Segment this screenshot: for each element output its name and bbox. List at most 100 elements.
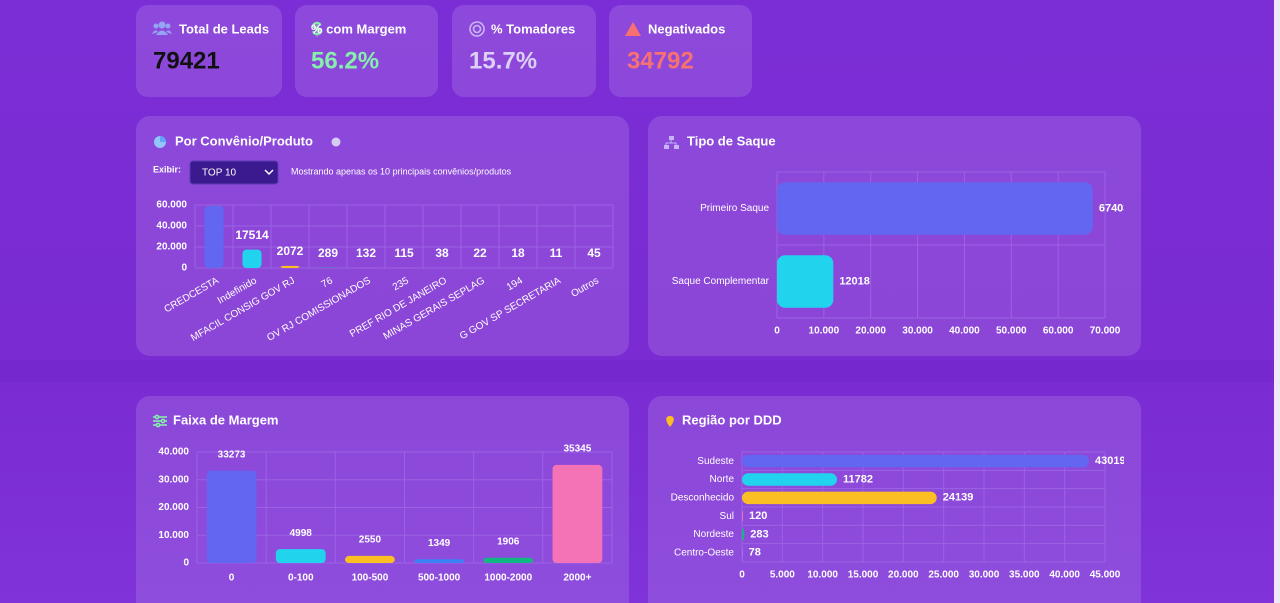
target-icon	[469, 21, 485, 37]
x-tick-label: 10.000	[809, 326, 840, 337]
kpi-value: 79421	[153, 47, 220, 74]
bar	[742, 454, 1090, 468]
data-label: 115	[394, 246, 414, 260]
y-tick-label: 0	[183, 558, 189, 569]
bar	[204, 205, 224, 268]
filter-label: Exibir:	[153, 164, 181, 174]
chart-card	[648, 116, 1141, 356]
x-tick-label: 1000-2000	[484, 573, 532, 584]
y-tick-label: 60.000	[156, 200, 187, 211]
chart-title: Tipo de Saque	[687, 133, 776, 148]
kpi-label: % com Margem	[311, 21, 406, 36]
map-pin-icon	[666, 416, 674, 427]
pie-icon	[154, 136, 166, 148]
bar	[242, 249, 262, 268]
x-tick-label: 0	[229, 573, 235, 584]
data-label: 24139	[943, 492, 974, 504]
bar	[742, 509, 743, 523]
bar	[742, 491, 937, 505]
x-tick-label: 30.000	[902, 326, 933, 337]
chart-title: Região por DDD	[682, 412, 782, 427]
data-label: 283	[750, 528, 768, 540]
bar	[742, 473, 838, 486]
data-label: 2550	[359, 535, 382, 546]
kpi-cards	[136, 5, 752, 97]
bar	[414, 559, 464, 563]
data-label: 43019	[1095, 455, 1126, 467]
sitemap-icon	[664, 136, 679, 149]
chart-icons	[153, 136, 679, 428]
x-tick-label: 15.000	[848, 570, 879, 581]
data-label: 33273	[218, 449, 246, 460]
data-label: 11782	[843, 473, 873, 485]
kpi-card	[609, 5, 752, 97]
chart-title: Por Convênio/Produto	[175, 133, 313, 148]
info-icon	[331, 137, 341, 147]
section-divider	[0, 360, 1280, 382]
data-label: 17514	[235, 228, 269, 242]
kpi-icons: $	[152, 19, 641, 39]
data-label: 120	[749, 510, 767, 522]
kpi-value: 56.2%	[311, 47, 379, 74]
bar	[777, 255, 834, 308]
x-tick-label: 45.000	[1090, 570, 1121, 581]
bar	[742, 546, 743, 560]
data-label: 2072	[277, 244, 304, 258]
x-tick-label: 5.000	[770, 570, 795, 581]
data-label: 132	[356, 246, 376, 260]
y-tick-label: 40.000	[158, 447, 189, 458]
bar	[206, 470, 257, 563]
x-tick-label: 30.000	[969, 570, 1000, 581]
data-label: 78	[749, 547, 761, 559]
data-label: 11	[550, 246, 563, 260]
dollar-icon: $	[312, 19, 322, 39]
y-tick-label: 0	[181, 263, 187, 274]
kpi-label: % Tomadores	[491, 21, 575, 36]
x-tick-label: 50.000	[996, 326, 1027, 337]
filter-note: Mostrando apenas os 10 principais convên…	[291, 166, 512, 176]
kpi-card	[452, 5, 596, 97]
x-tick-label: 0-100	[288, 573, 314, 584]
filter-select[interactable]	[189, 160, 279, 185]
x-tick-label: 100-500	[352, 573, 389, 584]
y-tick-label: Saque Complementar	[672, 276, 770, 287]
data-label: 67403	[1099, 202, 1130, 214]
x-tick-label: 2000+	[563, 573, 591, 584]
x-tick-label: 60.000	[1043, 326, 1074, 337]
kpi-value: 34792	[627, 47, 694, 74]
kpi-card	[136, 5, 282, 97]
x-tick-label: 20.000	[888, 570, 919, 581]
x-tick-label: 40.000	[1049, 570, 1080, 581]
x-tick-label: 0	[774, 326, 780, 337]
bar	[275, 549, 326, 563]
data-label: 35345	[564, 444, 592, 455]
data-label: 12018	[839, 275, 870, 287]
bar	[483, 557, 534, 563]
kpi-group: Total de Leads 79421 % com Margem 56.2% % To…	[153, 21, 725, 74]
data-label: 1349	[428, 538, 451, 549]
x-tick-label: 76	[320, 275, 336, 290]
scrollbar	[1274, 0, 1280, 603]
kpi-card	[295, 5, 438, 97]
sliders-icon	[153, 414, 167, 428]
select-value[interactable]: TOP 10	[202, 168, 237, 179]
bar	[280, 265, 300, 268]
kpi-label: Total de Leads	[179, 21, 269, 36]
select-box[interactable]	[189, 160, 279, 185]
x-tick-label: 40.000	[949, 326, 980, 337]
x-tick-label: 10.000	[807, 570, 838, 581]
y-tick-label: Desconhecido	[671, 492, 735, 503]
chart-card	[136, 396, 629, 603]
y-tick-label: 20.000	[158, 502, 189, 513]
y-tick-label: 10.000	[158, 530, 189, 541]
y-tick-label: 40.000	[156, 221, 187, 232]
data-label: 38	[435, 246, 449, 260]
data-label: 22	[473, 246, 487, 260]
data-label: 45	[587, 246, 601, 260]
y-tick-label: 30.000	[158, 474, 189, 485]
x-tick-label: 0	[739, 570, 745, 581]
x-tick-label: 70.000	[1090, 326, 1121, 337]
chart-title: Faixa de Margem	[173, 412, 279, 427]
data-label: 1906	[497, 536, 520, 547]
